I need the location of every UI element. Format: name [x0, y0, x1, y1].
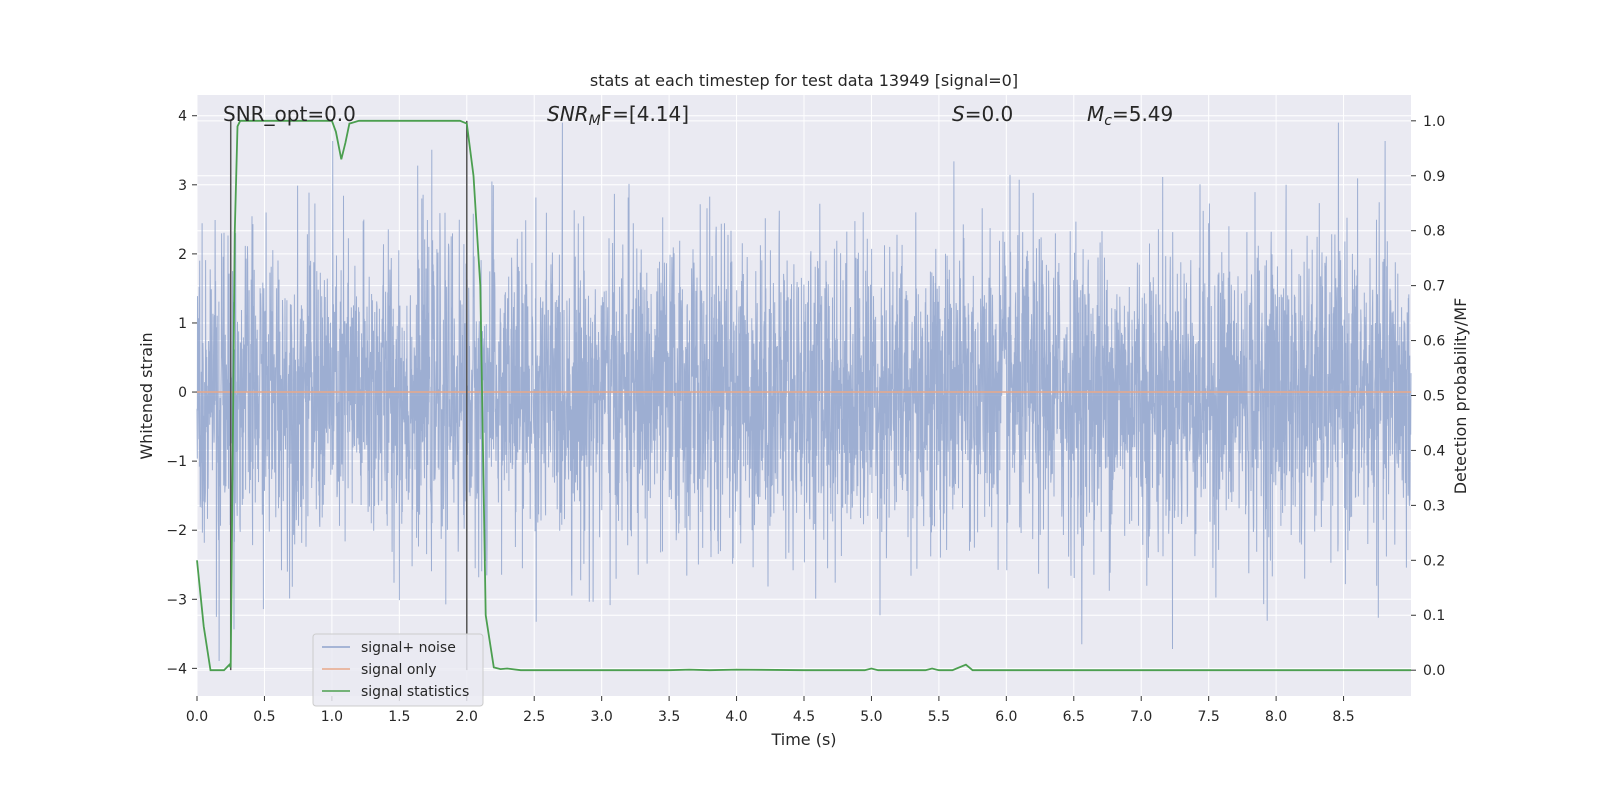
y2-tick-label: 0.7: [1423, 279, 1445, 295]
x-tick-label: 2.0: [456, 709, 478, 725]
snr-mf-value: F=[4.14]: [601, 102, 689, 126]
y-tick-label: −2: [166, 523, 187, 539]
s-value: =0.0: [965, 102, 1014, 126]
x-tick-label: 0.5: [253, 709, 275, 725]
x-tick-label: 3.0: [591, 709, 613, 725]
x-tick-label: 1.5: [388, 709, 410, 725]
x-tick-label: 5.5: [928, 709, 950, 725]
y2-tick-label: 0.6: [1423, 334, 1445, 350]
x-tick-label: 2.5: [523, 709, 545, 725]
x-tick-label: 1.0: [321, 709, 343, 725]
y-tick-label: 1: [178, 316, 187, 332]
x-tick-label: 8.5: [1332, 709, 1354, 725]
y2-tick-label: 0.5: [1423, 389, 1445, 405]
legend-box: [312, 633, 484, 707]
y2-tick-label: 0.2: [1423, 553, 1445, 569]
y2-tick-label: 0.4: [1423, 443, 1445, 459]
snr-mf-subscript: M: [589, 113, 601, 129]
x-tick-label: 5.0: [860, 709, 882, 725]
y2-axis-ticks: 1.0 0.9 0.8 0.7 0.6 0.5 0.4 0.3 0.2 0.1 0.0: [1411, 114, 1445, 679]
y-axis-ticks: 4 3 2 1 0 −1 −2 −3 −4: [166, 109, 197, 677]
y2-tick-label: 0.9: [1423, 169, 1445, 185]
y2-tick-label: 0.0: [1423, 663, 1445, 679]
x-tick-label: 6.0: [995, 709, 1017, 725]
y-tick-label: 0: [178, 385, 187, 401]
x-tick-label: 6.5: [1063, 709, 1085, 725]
y2-tick-label: 0.8: [1423, 224, 1445, 240]
mc-value: =5.49: [1112, 102, 1173, 126]
legend-label-noise: signal+ noise: [361, 640, 456, 656]
y2-axis-label: Detection probability/MF: [1451, 298, 1470, 495]
x-axis-ticks: 0.0 0.5 1.0 1.5 2.0 2.5 3.0 3.5 4.0 4.5 5.0 5.5 6.0 6…: [186, 696, 1355, 725]
signal-noise-line: [196, 122, 1412, 662]
s-annotation: S=0.0: [952, 102, 1013, 126]
x-tick-label: 3.5: [658, 709, 680, 725]
x-tick-label: 0.0: [186, 709, 208, 725]
x-tick-label: 7.0: [1130, 709, 1152, 725]
y2-tick-label: 0.3: [1423, 498, 1445, 514]
y2-tick-label: 1.0: [1423, 114, 1445, 130]
y-tick-label: −4: [166, 661, 187, 677]
snr-mf-prefix: SNR: [547, 102, 589, 126]
y-tick-label: −1: [166, 454, 187, 470]
x-axis-label: Time (s): [770, 730, 836, 749]
legend: signal+ noise signal only signal statist…: [312, 633, 484, 707]
x-tick-label: 8.0: [1265, 709, 1287, 725]
y-tick-label: −3: [166, 592, 187, 608]
legend-label-signal-only: signal only: [361, 662, 436, 678]
legend-label-statistics: signal statistics: [361, 684, 469, 700]
snr-mf-annotation: SNRMF=[4.14]: [547, 102, 689, 129]
mc-label: M: [1087, 102, 1104, 126]
chart-title: stats at each timestep for test data 139…: [590, 71, 1018, 90]
mc-subscript: c: [1104, 113, 1112, 129]
y-tick-label: 2: [178, 247, 187, 263]
x-tick-label: 7.5: [1198, 709, 1220, 725]
x-tick-label: 4.5: [793, 709, 815, 725]
y-axis-label: Whitened strain: [137, 332, 156, 459]
x-tick-label: 4.0: [725, 709, 747, 725]
y-tick-label: 3: [178, 178, 187, 194]
signal-noise-series: [196, 122, 1412, 662]
s-label: S: [952, 102, 965, 126]
snr-opt-annotation: SNR_opt=0.0: [223, 102, 356, 126]
y2-tick-label: 0.1: [1423, 608, 1445, 624]
mc-annotation: Mc=5.49: [1087, 102, 1173, 129]
signal-statistics-line: [196, 119, 1411, 672]
signal-statistics-series: [196, 119, 1411, 672]
y-tick-label: 4: [178, 109, 187, 125]
